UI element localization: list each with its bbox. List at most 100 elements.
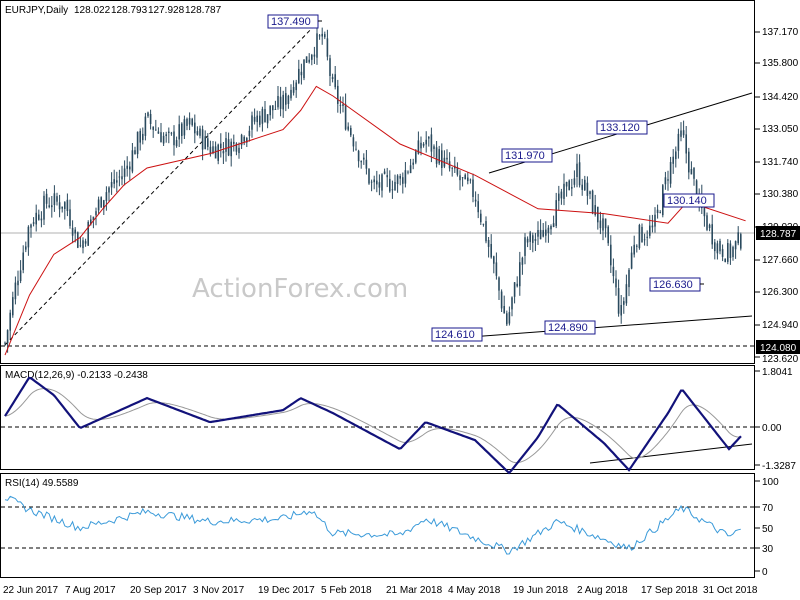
price-bar-body	[329, 58, 331, 76]
price-bar-body	[417, 140, 420, 154]
macd-tick: 1.8041	[762, 367, 793, 378]
price-bar-body	[623, 301, 625, 305]
price-bar-body	[422, 143, 425, 146]
macd-tick: -1.3287	[762, 461, 796, 472]
price-bar-body	[77, 232, 79, 248]
date-tick: 7 Aug 2017	[65, 585, 116, 596]
price-tick: 123.620	[762, 354, 799, 365]
price-bar-body	[469, 179, 472, 181]
price-bar-body	[604, 218, 607, 229]
price-bar-body	[363, 157, 365, 160]
current-price-tag: 128.787	[756, 226, 800, 240]
price-bar-body	[615, 278, 617, 288]
price-bar-body	[664, 177, 667, 185]
price-bar-body	[659, 212, 661, 213]
price-bar-body	[69, 209, 71, 226]
price-bar-body	[274, 109, 277, 110]
price-tick: 133.050	[762, 124, 799, 135]
price-tick: 124.940	[762, 320, 799, 331]
price-bar-body	[524, 237, 526, 256]
price-bar-body	[269, 105, 271, 116]
price-bar-body	[394, 181, 396, 190]
price-bar-body	[547, 227, 550, 233]
price-bar-body	[685, 134, 687, 154]
price-bar-body	[620, 305, 622, 316]
price-bar-body	[357, 150, 360, 162]
price-bar-body	[706, 215, 708, 230]
symbol-label: EURJPY,Daily	[5, 5, 68, 16]
price-bar-body	[295, 82, 297, 91]
price-bar-body	[277, 96, 279, 108]
date-tick: 22 Jun 2017	[3, 585, 58, 596]
price-bar-body	[732, 246, 734, 258]
price-bar-body	[576, 163, 578, 177]
price-bar-body	[654, 214, 656, 227]
price-bar-body	[230, 141, 232, 157]
price-bar-body	[729, 243, 732, 258]
price-bar-body	[201, 129, 204, 150]
watermark: ActionForex.com	[192, 274, 408, 304]
price-bar-body	[339, 105, 342, 106]
price-bar-body	[66, 199, 69, 211]
price-bar-body	[186, 118, 188, 126]
price-bar-body	[719, 240, 721, 252]
annotation-133120-text: 133.120	[600, 122, 640, 134]
price-bar-body	[558, 193, 560, 201]
price-bar-body	[287, 95, 290, 104]
price-bar-body	[318, 35, 321, 37]
price-bar-body	[425, 139, 427, 145]
price-bar-body	[105, 192, 108, 201]
date-tick: 20 Sep 2017	[130, 585, 187, 596]
price-bar-body	[71, 227, 74, 236]
price-bar-body	[183, 119, 186, 136]
price-bar-body	[480, 213, 482, 223]
price-bar-body	[178, 124, 180, 140]
price-bar-body	[204, 136, 206, 149]
price-bar-body	[711, 224, 713, 245]
price-bar-body	[438, 149, 440, 164]
price-bar-body	[84, 241, 87, 244]
price-bar-body	[25, 246, 27, 250]
price-bar-body	[324, 34, 326, 38]
macd-panel-frame	[0, 365, 755, 470]
price-bar-body	[168, 131, 170, 133]
price-bar-body	[110, 182, 113, 188]
price-bar-body	[529, 232, 531, 242]
price-bar-body	[53, 193, 56, 205]
price-bar-body	[643, 239, 646, 241]
price-bar-body	[610, 244, 612, 266]
annotation-131970: 131.970	[501, 148, 553, 163]
price-bar-body	[243, 136, 245, 142]
price-bar-body	[282, 94, 284, 110]
price-bar-body	[500, 291, 503, 309]
annotation-124890: 124.890	[544, 320, 596, 335]
price-bar-body	[542, 230, 544, 237]
price-bar-body	[352, 137, 355, 147]
price-bar-body	[32, 222, 35, 224]
price-bar-body	[649, 225, 651, 236]
price-bar-body	[721, 249, 724, 257]
price-bar-body	[446, 157, 448, 160]
current-price-tag-text: 128.787	[760, 229, 797, 240]
annotation-124610-text: 124.610	[435, 329, 475, 341]
price-bar-body	[409, 165, 412, 174]
price-bar-body	[602, 218, 604, 231]
price-bar-body	[555, 200, 557, 226]
price-bar-body	[27, 226, 30, 248]
price-bar-body	[464, 174, 466, 180]
rsi-title: RSI(14) 49.5589	[5, 478, 79, 489]
price-bar-body	[511, 297, 513, 310]
macd-title: MACD(12,26,9) -0.2133 -0.2438	[5, 370, 148, 381]
price-bar-body	[116, 180, 118, 183]
price-bar-body	[376, 180, 378, 185]
price-bar-body	[482, 223, 485, 225]
open-value: 128.022	[74, 5, 111, 16]
price-bar-body	[51, 205, 53, 208]
price-bar-body	[9, 312, 11, 331]
price-tick: 135.800	[762, 58, 799, 69]
price-bar-body	[152, 126, 154, 130]
price-bar-body	[326, 38, 329, 57]
price-bar-body	[162, 135, 165, 144]
price-bar-body	[360, 161, 362, 163]
price-bar-body	[313, 54, 316, 57]
